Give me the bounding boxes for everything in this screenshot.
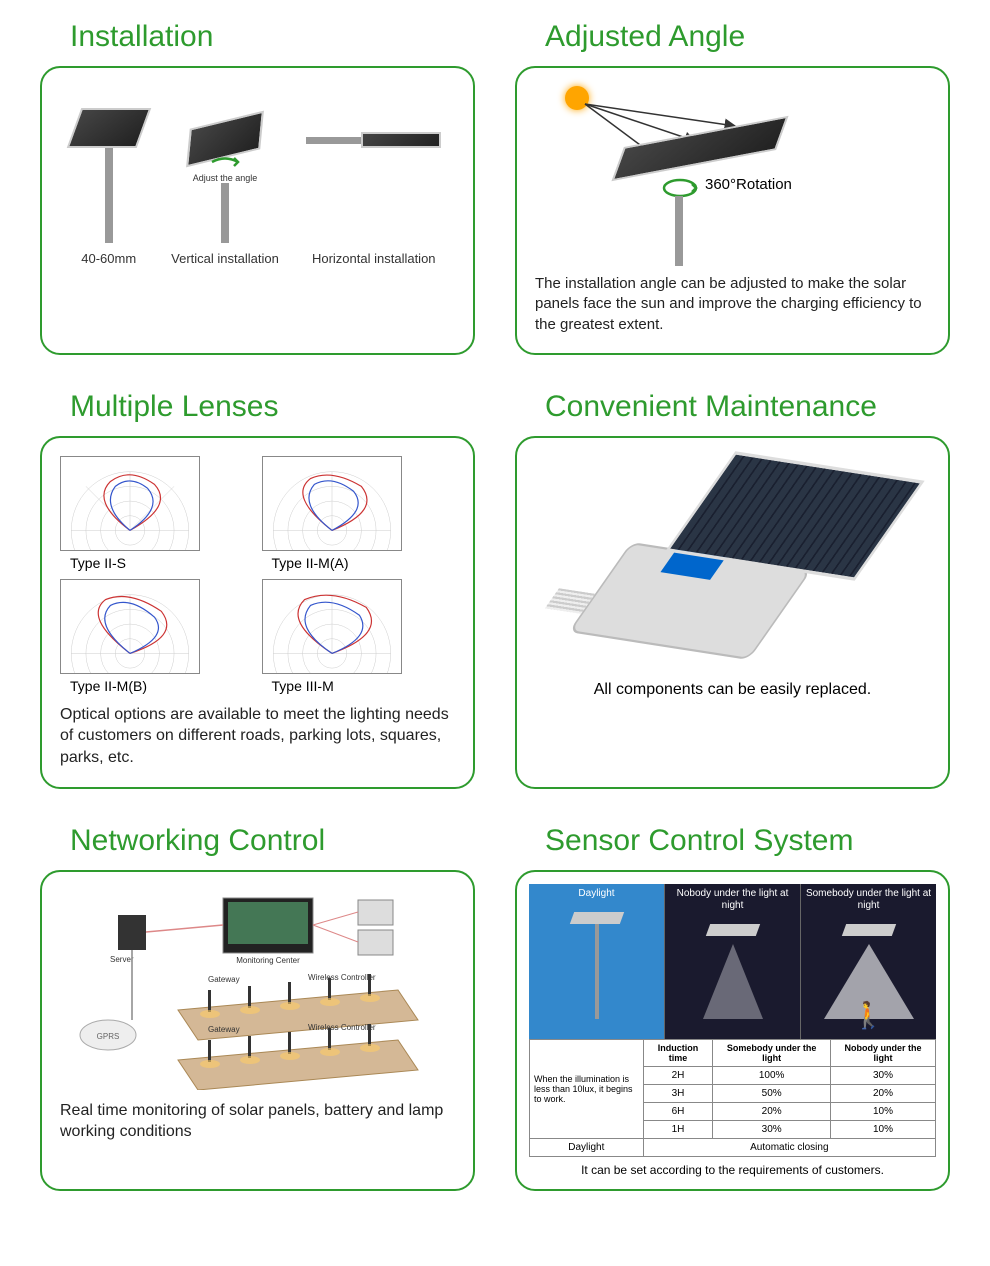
pole-icon [221,183,229,243]
lens-cell-3: Type III-M [262,579,456,694]
card-maintenance: All components can be easily replaced. [515,436,950,789]
install-item-vertical: Adjust the angle Vertical installation [171,119,279,266]
card-adjusted-angle: 360°Rotation The installation angle can … [515,66,950,355]
lens-label-0: Type II-S [70,555,126,571]
panel-icon [66,108,151,148]
card-networking: Monitoring Center Server GPRS Gateway Wi… [40,870,475,1191]
panel-icon [361,132,441,148]
title-installation: Installation [40,20,475,54]
card-sensor: Daylight Nobody under the light at night… [515,870,950,1191]
pole-icon [595,924,599,1019]
light-cone-icon [703,944,763,1019]
arrow-icon [210,153,240,171]
scene-label-2: Somebody under the light at night [801,884,936,916]
install-label-0: 40-60mm [81,251,136,266]
monitoring-label: Monitoring Center [236,956,300,965]
lens-plot [262,579,402,674]
sensor-scenes: Daylight Nobody under the light at night… [529,884,936,1039]
lamp-icon [705,924,759,936]
title-networking: Networking Control [40,824,475,858]
rotation-label: 360°Rotation [705,176,792,193]
networking-description: Real time monitoring of solar panels, ba… [60,1100,455,1143]
wireless-label: Wireless Controller [308,973,376,982]
title-sensor: Sensor Control System [515,824,950,858]
section-installation: Installation 40-60mm Adjust the angle Ve… [40,20,475,355]
svg-text:Wireless Controller: Wireless Controller [308,1023,376,1032]
install-item-horizontal: Horizontal installation [306,132,441,266]
card-multiple-lenses: Type II-S Type II-M(A) Type II-M(B) Type… [40,436,475,789]
lens-cell-2: Type II-M(B) [60,579,254,694]
install-caption: Adjust the angle [193,173,258,183]
table-condition: When the illumination is less than 10lux… [530,1039,644,1138]
table-header-0: Induction time [643,1039,713,1066]
scene-label-1: Nobody under the light at night [665,884,800,916]
section-adjusted-angle: Adjusted Angle 360°Rotation The installa… [515,20,950,355]
table-header-2: Nobody under the light [830,1039,935,1066]
sensor-table: When the illumination is less than 10lux… [529,1039,936,1157]
maintenance-description: All components can be easily replaced. [535,681,930,699]
scene-label-0: Daylight [574,884,618,904]
install-item-pole: 40-60mm [74,108,144,266]
lens-label-2: Type II-M(B) [70,678,147,694]
sensor-note: It can be set according to the requireme… [529,1163,936,1177]
lens-plot [60,579,200,674]
network-diagram: Monitoring Center Server GPRS Gateway Wi… [60,890,455,1090]
lens-plot [60,456,200,551]
title-multiple-lenses: Multiple Lenses [40,390,475,424]
section-multiple-lenses: Multiple Lenses Type II-S Type II-M(A) T… [40,390,475,789]
pole-icon [675,196,683,266]
lens-plot [262,456,402,551]
server-label: Server [110,955,134,964]
lamp-icon [841,924,895,936]
section-networking: Networking Control Monitoring Center Ser… [40,824,475,1191]
scene-daylight: Daylight [529,884,665,1039]
angle-description: The installation angle can be adjusted t… [535,274,930,335]
pole-icon [306,137,361,144]
scene-nobody: Nobody under the light at night [665,884,801,1039]
title-adjusted-angle: Adjusted Angle [515,20,950,54]
lens-label-1: Type II-M(A) [272,555,349,571]
lamp-icon [569,912,623,924]
lens-label-3: Type III-M [272,678,334,694]
table-footer: Daylight Automatic closing [530,1138,936,1156]
gprs-label: GPRS [96,1032,119,1041]
scene-somebody: Somebody under the light at night 🚶 [801,884,936,1039]
lens-cell-0: Type II-S [60,456,254,571]
gateway-label: Gateway [208,975,240,984]
card-installation: 40-60mm Adjust the angle Vertical instal… [40,66,475,355]
person-icon: 🚶 [852,1000,884,1031]
pole-icon [105,148,113,243]
lens-cell-1: Type II-M(A) [262,456,456,571]
lenses-description: Optical options are available to meet th… [60,704,455,769]
title-maintenance: Convenient Maintenance [515,390,950,424]
svg-text:Gateway: Gateway [208,1025,240,1034]
install-label-2: Horizontal installation [312,251,436,266]
exploded-diagram [535,456,930,666]
install-label-1: Vertical installation [171,251,279,266]
table-header-1: Somebody under the light [713,1039,831,1066]
section-maintenance: Convenient Maintenance All components ca… [515,390,950,789]
section-sensor: Sensor Control System Daylight Nobody un… [515,824,950,1191]
